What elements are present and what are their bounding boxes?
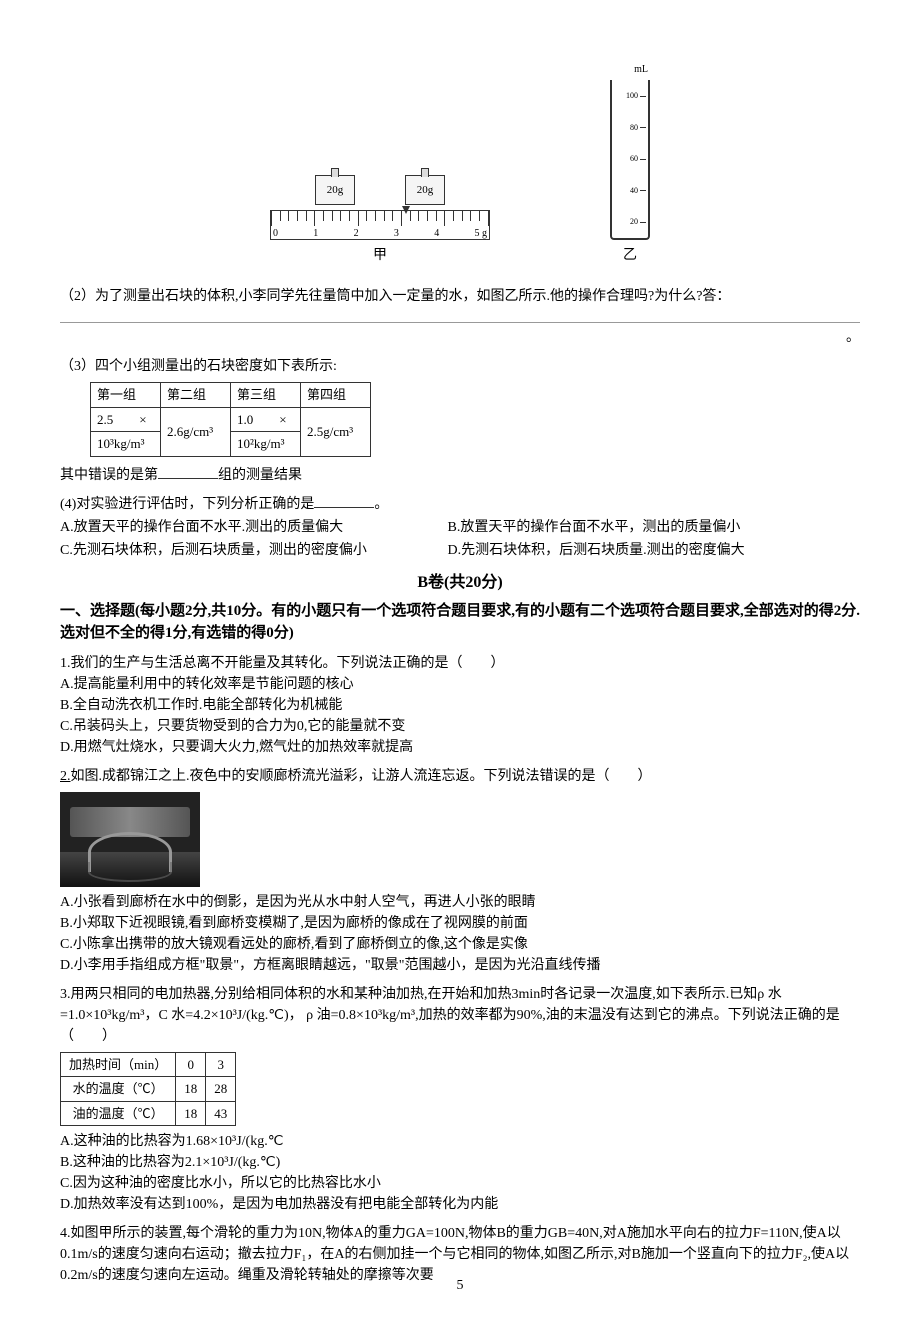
cylinder-unit: mL — [634, 62, 648, 77]
ht-r1c1: 加热时间（min） — [61, 1052, 176, 1077]
p3-stem: 3.用两只相同的电加热器,分别给相同体积的水和某种油加热,在开始和加热3min时… — [60, 984, 860, 1047]
weights-row: 20g 20g — [315, 175, 445, 205]
diagram-row: 20g 20g 0 1 2 3 4 5 g 甲 — [60, 80, 860, 266]
q3-tail-b: 组的测量结果 — [218, 468, 302, 483]
p2-C: C.小陈拿出携带的放大镜观看远处的廊桥,看到了廊桥倒立的像,这个像是实像 — [60, 934, 860, 955]
q4-C: C.先测石块体积，后测石块质量，测出的密度偏小 — [60, 540, 444, 561]
section-b-heading: 一、选择题(每小题2分,共10分。有的小题只有一个选项符合题目要求,有的小题有二… — [60, 600, 860, 645]
balance-diagram: 20g 20g 0 1 2 3 4 5 g 甲 — [270, 175, 490, 266]
cylinder-diagram: mL 100 80 60 40 20 乙 — [610, 80, 650, 266]
p2-stem-rest: 如图.成都锦江之上.夜色中的安顺廊桥流光溢彩，让游人流连忘返。下列说法错误的是（… — [71, 769, 652, 784]
dt-h3: 第三组 — [231, 383, 301, 408]
ht-r3c1: 油的温度（℃） — [61, 1101, 176, 1126]
q4-lead: (4)对实验进行评估时，下列分析正确的是 。 — [60, 494, 860, 515]
ht-r2c1: 水的温度（℃） — [61, 1077, 176, 1102]
p1-stem: 1.我们的生产与生活总离不开能量及其转化。下列说法正确的是（ ） — [60, 653, 860, 674]
dt-r1c3: 1.0 × — [231, 407, 301, 432]
rl-2: 2 — [354, 226, 359, 241]
dt-r2c1: 10³kg/m³ — [91, 432, 161, 457]
ht-r3c3: 43 — [206, 1101, 236, 1126]
weight-1: 20g — [315, 175, 355, 205]
q4-A: A.放置天平的操作台面不水平.测出的质量偏大 — [60, 517, 444, 538]
bridge-image — [60, 792, 200, 887]
cm-80: 80 — [630, 122, 638, 134]
dt-h4: 第四组 — [301, 383, 371, 408]
p2-A: A.小张看到廊桥在水中的倒影，是因为光从水中射人空气，再进人小张的眼睛 — [60, 892, 860, 913]
ht-r2c3: 28 — [206, 1077, 236, 1102]
balance-ruler: 0 1 2 3 4 5 g — [270, 210, 490, 240]
page-number: 5 — [457, 1275, 464, 1296]
p2-D: D.小李用手指组成方框"取景"，方框离眼睛越远，"取景"范围越小，是因为光沿直线… — [60, 955, 860, 976]
dt-h1: 第一组 — [91, 383, 161, 408]
cm-20: 20 — [630, 216, 638, 228]
q4-D: D.先测石块体积，后测石块质量.测出的密度偏大 — [448, 540, 832, 561]
balance-pointer — [402, 206, 410, 214]
p3-B: B.这种油的比热容为2.1×10³J/(kg.℃) — [60, 1152, 860, 1173]
cm-40: 40 — [630, 185, 638, 197]
cm-100: 100 — [626, 90, 638, 102]
p3-A: A.这种油的比热容为1.68×10³J/(kg.℃ — [60, 1131, 860, 1152]
density-table: 第一组 第二组 第三组 第四组 2.5 × 2.6g/cm³ 1.0 × 2.5… — [90, 382, 371, 457]
section-b-title: B卷(共20分) — [60, 571, 860, 595]
dt-r1c1: 2.5 × — [91, 407, 161, 432]
q3-tail: 其中错误的是第 组的测量结果 — [60, 465, 860, 486]
p2-num: 2. — [60, 769, 71, 784]
q2-end: 。 — [846, 330, 860, 345]
q4-lead-text: (4)对实验进行评估时，下列分析正确的是 — [60, 497, 314, 512]
p1-C: C.吊装码头上，只要货物受到的合力为0,它的能量就不变 — [60, 716, 860, 737]
q4-blank — [314, 494, 374, 508]
dt-r1c2: 2.6g/cm³ — [161, 407, 231, 456]
q3-blank — [158, 465, 218, 479]
dt-r2c3: 10²kg/m³ — [231, 432, 301, 457]
q2-blank — [60, 311, 860, 323]
ht-r2c2: 18 — [176, 1077, 206, 1102]
q4-row-ab: A.放置天平的操作台面不水平.测出的质量偏大 B.放置天平的操作台面不水平，测出… — [60, 517, 860, 538]
balance-caption: 甲 — [373, 245, 387, 266]
cylinder-caption: 乙 — [623, 245, 637, 266]
rl-0: 0 — [273, 226, 278, 241]
dt-h2: 第二组 — [161, 383, 231, 408]
weight-2: 20g — [405, 175, 445, 205]
cylinder-scale: 100 80 60 40 20 — [626, 90, 646, 228]
ht-r1c2: 0 — [176, 1052, 206, 1077]
q4-row-cd: C.先测石块体积，后测石块质量，测出的密度偏小 D.先测石块体积，后测石块质量.… — [60, 540, 860, 561]
rl-4: 4 — [434, 226, 439, 241]
p1-A: A.提高能量利用中的转化效率是节能问题的核心 — [60, 674, 860, 695]
q4-end: 。 — [374, 497, 388, 512]
ht-r1c3: 3 — [206, 1052, 236, 1077]
heat-table: 加热时间（min） 0 3 水的温度（℃） 18 28 油的温度（℃） 18 4… — [60, 1052, 236, 1127]
dt-r1c4: 2.5g/cm³ — [301, 407, 371, 456]
p1-D: D.用燃气灶烧水，只要调大火力,燃气灶的加热效率就提高 — [60, 737, 860, 758]
p3-C: C.因为这种油的密度比水小，所以它的比热容比水小 — [60, 1173, 860, 1194]
q2-text: （2）为了测量出石块的体积,小李同学先往量筒中加入一定量的水，如图乙所示.他的操… — [60, 286, 860, 307]
rl-3: 3 — [394, 226, 399, 241]
p2-B: B.小郑取下近视眼镜,看到廊桥变模糊了,是因为廊桥的像成在了视网膜的前面 — [60, 913, 860, 934]
p2-stem: 2.如图.成都锦江之上.夜色中的安顺廊桥流光溢彩，让游人流连忘返。下列说法错误的… — [60, 766, 860, 787]
ht-r3c2: 18 — [176, 1101, 206, 1126]
p1-B: B.全自动洗衣机工作时.电能全部转化为机械能 — [60, 695, 860, 716]
q3-tail-a: 其中错误的是第 — [60, 468, 158, 483]
p3-D: D.加热效率没有达到100%，是因为电加热器没有把电能全部转化为内能 — [60, 1194, 860, 1215]
rl-1: 1 — [313, 226, 318, 241]
q4-B: B.放置天平的操作台面不水平，测出的质量偏小 — [448, 517, 832, 538]
rl-5: 5 g — [474, 226, 487, 241]
graduated-cylinder: mL 100 80 60 40 20 — [610, 80, 650, 240]
q3-lead: （3）四个小组测量出的石块密度如下表所示: — [60, 356, 860, 377]
cm-60: 60 — [630, 153, 638, 165]
